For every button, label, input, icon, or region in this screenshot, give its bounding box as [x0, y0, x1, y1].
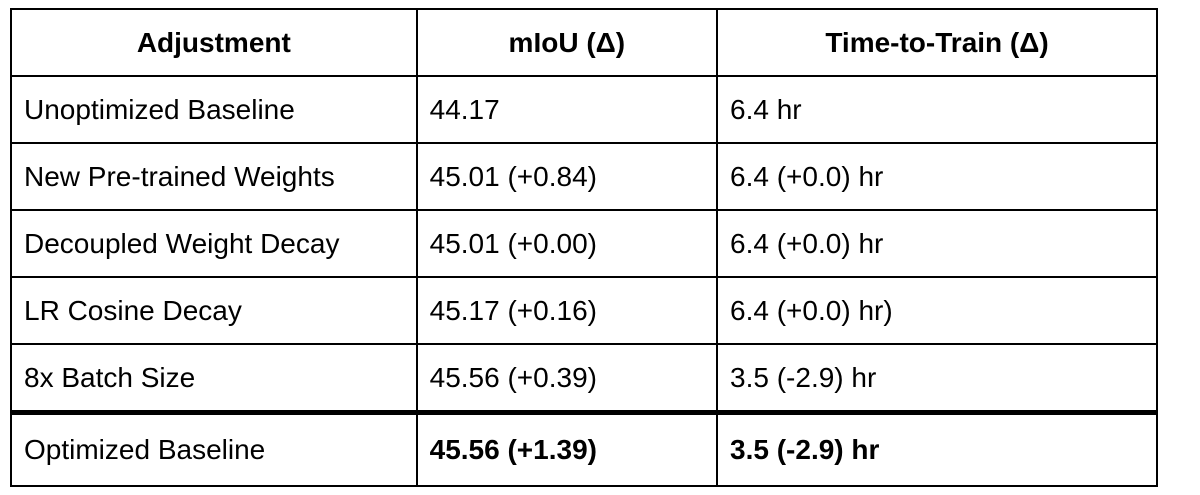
table-cell: Decoupled Weight Decay	[10, 209, 418, 278]
table-cell: 45.01 (+0.00)	[415, 209, 719, 278]
table-cell: 44.17	[415, 75, 719, 144]
table-cell: 6.4 (+0.0) hr	[716, 142, 1158, 211]
table-row: LR Cosine Decay 45.17 (+0.16) 6.4 (+0.0) h…	[10, 276, 1158, 345]
header-cell: Adjustment	[10, 8, 418, 77]
table-cell: 45.17 (+0.16)	[415, 276, 719, 345]
table-body: Unoptimized Baseline 44.17 6.4 hr New Pre-t…	[10, 75, 1158, 487]
table-cell: Unoptimized Baseline	[10, 75, 418, 144]
table-cell: 8x Batch Size	[10, 343, 418, 414]
header-row: Adjustment mIoU (Δ) Time-to-Train (Δ)	[10, 8, 1158, 77]
table-cell: 3.5 (-2.9) hr	[716, 410, 1158, 487]
table-cell: New Pre-trained Weights	[10, 142, 418, 211]
table-row: 8x Batch Size 45.56 (+0.39) 3.5 (-2.9) hr	[10, 343, 1158, 414]
table-row: New Pre-trained Weights 45.01 (+0.84) 6.4 …	[10, 142, 1158, 211]
table-cell: 3.5 (-2.9) hr	[716, 343, 1158, 414]
table-row: Unoptimized Baseline 44.17 6.4 hr	[10, 75, 1158, 144]
header-cell: mIoU (Δ)	[415, 8, 719, 77]
table-cell: 45.56 (+0.39)	[415, 343, 719, 414]
header-cell: Time-to-Train (Δ)	[716, 8, 1158, 77]
table-cell: 6.4 (+0.0) hr)	[716, 276, 1158, 345]
table-cell: Optimized Baseline	[10, 410, 418, 487]
results-table: Adjustment mIoU (Δ) Time-to-Train (Δ) Un…	[10, 8, 1158, 487]
table-cell: 45.01 (+0.84)	[415, 142, 719, 211]
table-cell: 6.4 hr	[716, 75, 1158, 144]
table-cell: LR Cosine Decay	[10, 276, 418, 345]
table-cell: 45.56 (+1.39)	[415, 410, 719, 487]
table-header: Adjustment mIoU (Δ) Time-to-Train (Δ)	[10, 8, 1158, 77]
table-row: Decoupled Weight Decay 45.01 (+0.00) 6.4 (…	[10, 209, 1158, 278]
table-row: Optimized Baseline 45.56 (+1.39) 3.5 (-2.9…	[10, 410, 1158, 487]
table-cell: 6.4 (+0.0) hr	[716, 209, 1158, 278]
